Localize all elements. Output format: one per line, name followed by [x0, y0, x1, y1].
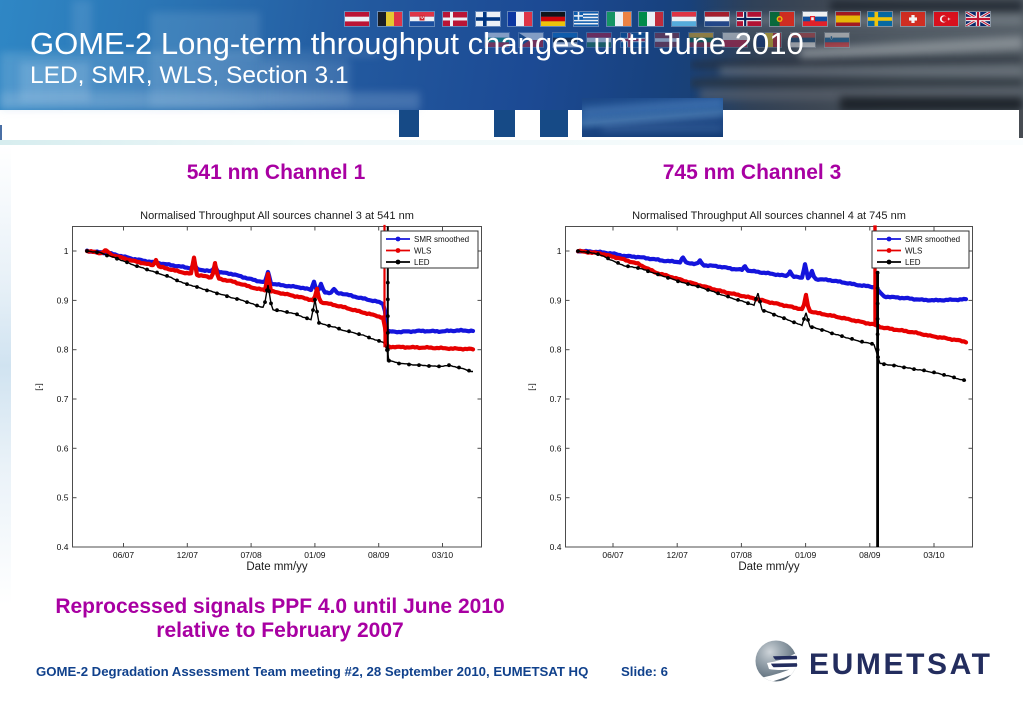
svg-text:1: 1 [557, 246, 562, 256]
svg-text:08/09: 08/09 [368, 550, 390, 560]
svg-text:0.5: 0.5 [57, 493, 69, 503]
svg-text:0.7: 0.7 [57, 394, 69, 404]
svg-text:LED: LED [905, 258, 921, 267]
svg-text:SMR smoothed: SMR smoothed [905, 235, 960, 244]
svg-text:0.8: 0.8 [550, 345, 562, 355]
svg-text:0.9: 0.9 [550, 295, 562, 305]
svg-text:Date mm/yy: Date mm/yy [738, 561, 800, 573]
svg-text:01/09: 01/09 [304, 550, 326, 560]
svg-text:0.6: 0.6 [57, 443, 69, 453]
svg-text:WLS: WLS [905, 247, 922, 256]
svg-text:WLS: WLS [414, 247, 431, 256]
svg-text:03/10: 03/10 [432, 550, 454, 560]
svg-text:06/07: 06/07 [602, 550, 624, 560]
svg-text:EUMETSAT: EUMETSAT [809, 648, 993, 681]
svg-text:Date mm/yy: Date mm/yy [246, 561, 308, 573]
svg-text:07/08: 07/08 [731, 550, 753, 560]
svg-text:03/10: 03/10 [923, 550, 945, 560]
svg-text:SMR smoothed: SMR smoothed [414, 235, 469, 244]
svg-text:0.6: 0.6 [550, 443, 562, 453]
svg-text:0.9: 0.9 [57, 295, 69, 305]
svg-text:0.4: 0.4 [57, 542, 69, 552]
svg-text:Normalised Throughput All sour: Normalised Throughput All sources channe… [632, 210, 906, 222]
svg-text:01/09: 01/09 [795, 550, 817, 560]
svg-text:0.4: 0.4 [550, 542, 562, 552]
svg-text:Normalised Throughput All sour: Normalised Throughput All sources channe… [140, 210, 414, 222]
svg-text:08/09: 08/09 [859, 550, 881, 560]
svg-text:1: 1 [64, 246, 69, 256]
svg-text:12/07: 12/07 [667, 550, 689, 560]
svg-text:0.8: 0.8 [57, 345, 69, 355]
svg-text:12/07: 12/07 [177, 550, 199, 560]
svg-text:0.5: 0.5 [550, 493, 562, 503]
svg-text:06/07: 06/07 [113, 550, 135, 560]
svg-text:0.7: 0.7 [550, 394, 562, 404]
svg-text:[-]: [-] [527, 383, 537, 391]
svg-text:LED: LED [414, 258, 430, 267]
svg-text:[-]: [-] [34, 383, 44, 391]
svg-text:07/08: 07/08 [240, 550, 262, 560]
